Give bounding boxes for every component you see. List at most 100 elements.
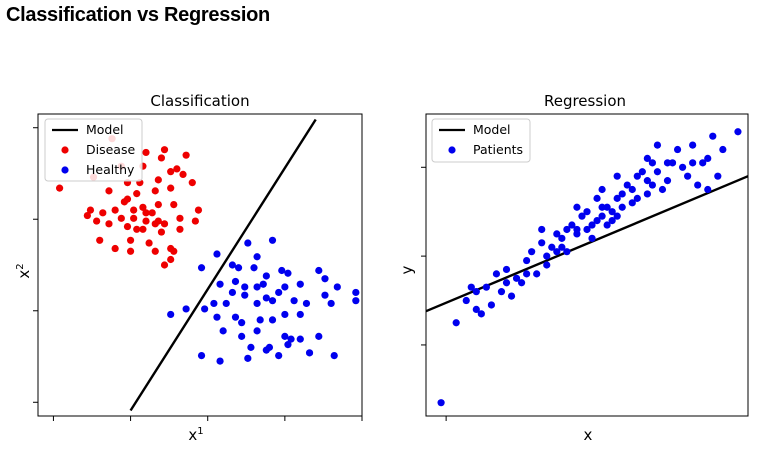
regression-point-patients-67 [558, 234, 566, 242]
classification-point-healthy-3 [234, 264, 243, 272]
classification-point-healthy-29 [213, 313, 221, 321]
regression-point-patients-42 [497, 288, 506, 296]
classification-point-healthy-22 [216, 280, 224, 288]
regression-point-patients-31 [648, 159, 657, 167]
classification-point-healthy-56 [275, 352, 283, 360]
regression-point-patients-59 [689, 159, 697, 167]
classification-point-healthy-41 [219, 327, 227, 335]
classification-title: Classification [150, 92, 249, 110]
regression-point-patients-65 [502, 279, 511, 287]
classification-point-healthy-25 [222, 299, 230, 308]
regression-point-patients-79 [553, 230, 561, 238]
regression-point-patients-10 [528, 248, 536, 256]
classification-point-disease-22 [173, 165, 181, 173]
classification-point-healthy-39 [182, 305, 190, 313]
regression-points [437, 128, 742, 407]
classification-point-healthy-8 [262, 272, 270, 280]
regression-point-patients-45 [543, 252, 551, 260]
regression-point-patients-55 [643, 190, 651, 198]
regression-point-patients-13 [548, 243, 556, 251]
classification-point-disease-25 [160, 146, 169, 154]
classification-point-disease-51 [145, 239, 153, 247]
classification-point-healthy-14 [262, 294, 270, 302]
regression-point-patients-78 [538, 225, 546, 234]
classification-point-healthy-36 [302, 299, 311, 308]
regression-point-patients-5 [492, 270, 501, 278]
regression-point-patients-9 [523, 256, 531, 265]
classification-point-disease-33 [126, 236, 135, 244]
regression-point-patients-57 [663, 177, 672, 185]
regression-point-patients-30 [643, 177, 651, 185]
classification-point-healthy-33 [268, 316, 277, 324]
classification-point-healthy-60 [352, 297, 360, 305]
classification-point-disease-3 [93, 217, 101, 225]
classification-point-disease-56 [130, 206, 138, 214]
classification-point-healthy-2 [228, 261, 236, 269]
regression-point-patients-54 [633, 194, 641, 202]
regression-point-patients-41 [487, 301, 496, 309]
classification-point-healthy-58 [250, 264, 258, 272]
regression-point-patients-53 [618, 190, 626, 198]
classification-point-disease-36 [157, 228, 166, 236]
regression-point-patients-35 [689, 141, 697, 149]
classification-point-disease-43 [167, 255, 175, 264]
classification-point-disease-38 [111, 244, 119, 253]
classification-point-disease-29 [194, 206, 203, 214]
classification-point-healthy-28 [268, 297, 277, 305]
regression-point-patients-61 [704, 154, 712, 163]
regression-title: Regression [544, 92, 626, 110]
classification-point-disease-24 [142, 148, 150, 157]
regression-point-patients-21 [593, 216, 601, 225]
classification-y-axis-label: x2 [15, 263, 33, 278]
classification-legend: Model Disease Healthy [44, 118, 143, 182]
classification-point-healthy-49 [284, 341, 292, 349]
classification-point-healthy-12 [253, 283, 261, 291]
regression-point-patients-38 [734, 128, 742, 136]
regression-point-patients-11 [538, 239, 546, 247]
classification-point-disease-37 [176, 225, 184, 233]
regression-point-patients-4 [482, 283, 490, 291]
classification-point-healthy-42 [238, 332, 246, 340]
regression-point-patients-20 [588, 234, 596, 242]
regression-point-patients-1 [437, 399, 445, 407]
classification-point-disease-7 [130, 214, 138, 222]
classification-point-healthy-9 [278, 266, 286, 275]
regression-legend-model-label: Model [473, 122, 511, 137]
classification-y-axis-superscript: 2 [15, 263, 26, 269]
regression-legend-patients-swatch [448, 146, 456, 154]
regression-point-patients-2 [452, 319, 460, 327]
classification-point-healthy-30 [231, 313, 240, 321]
classification-point-healthy-20 [333, 283, 341, 291]
regression-chart: Regression x y Model Patients [398, 92, 749, 444]
regression-model-line [425, 175, 749, 313]
classification-point-disease-52 [83, 211, 91, 220]
classification-point-healthy-21 [352, 288, 360, 297]
regression-point-patients-83 [643, 154, 651, 163]
classification-legend-healthy-swatch [61, 166, 69, 174]
regression-point-patients-73 [648, 181, 657, 189]
classification-point-disease-53 [105, 187, 113, 195]
classification-point-disease-8 [142, 209, 150, 217]
classification-point-healthy-13 [259, 280, 267, 288]
regression-axes-frame [425, 113, 749, 417]
regression-point-patients-26 [618, 203, 626, 211]
regression-point-patients-34 [678, 163, 687, 171]
regression-point-patients-82 [613, 172, 621, 180]
regression-point-patients-68 [588, 221, 596, 229]
classification-point-healthy-31 [238, 319, 246, 327]
classification-point-disease-2 [86, 206, 95, 214]
classification-point-disease-17 [167, 168, 175, 176]
classification-point-disease-44 [170, 247, 178, 255]
regression-point-patients-37 [719, 145, 727, 154]
classification-point-healthy-37 [321, 291, 329, 299]
regression-model-line-group [425, 175, 749, 313]
regression-point-patients-15 [563, 225, 571, 234]
regression-point-patients-72 [638, 168, 646, 176]
classification-point-disease-6 [117, 214, 125, 222]
classification-point-healthy-52 [197, 352, 206, 360]
classification-point-healthy-26 [241, 291, 249, 299]
regression-point-patients-28 [628, 185, 636, 194]
classification-point-healthy-53 [216, 357, 224, 365]
classification-point-disease-30 [96, 236, 104, 244]
classification-point-disease-28 [167, 184, 175, 192]
